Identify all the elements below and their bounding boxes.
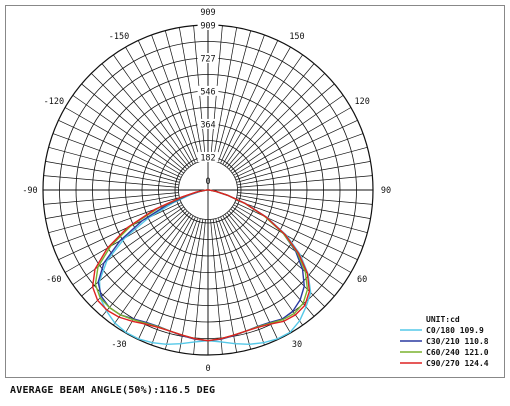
radial-tick-label: 727	[200, 55, 215, 65]
spoke-line	[113, 214, 192, 326]
spoke-line	[137, 40, 196, 163]
spoke-line	[227, 212, 315, 317]
spoke-line	[52, 133, 180, 181]
spoke-line	[236, 199, 364, 247]
radial-tick-label: 909	[200, 22, 215, 32]
radial-tick-label: 546	[200, 87, 215, 97]
spoke-line	[48, 197, 180, 234]
legend-label-2: C60/240 121.0	[426, 348, 489, 357]
polar-chart: 182 364 546 727 909 0 0 30 60 90 120 150 909 -150 -12…	[5, 5, 505, 378]
spoke-line	[237, 192, 373, 205]
legend-unit-label: UNIT:cd	[426, 315, 460, 324]
spoke-line	[72, 95, 184, 174]
radial-tick-labels: 182 364 546 727 909 0	[197, 20, 219, 187]
spoke-line	[233, 204, 352, 273]
spoke-line	[222, 215, 291, 334]
spoke-line	[237, 161, 371, 186]
spoke-line	[137, 217, 196, 340]
spoke-line	[220, 217, 279, 340]
chart-frame	[5, 5, 505, 378]
spoke-line	[164, 30, 201, 162]
legend: UNIT:cd C0/180 109.9 C30/210 110.8 C60/240 …	[400, 315, 489, 368]
angle-tick-label: 30	[292, 340, 302, 350]
spoke-line	[228, 73, 325, 170]
radial-label-bg	[197, 118, 219, 129]
spoke-line	[215, 30, 252, 162]
spoke-line	[151, 218, 199, 346]
spoke-line	[210, 219, 223, 355]
center-tick-label: 0	[205, 177, 210, 187]
angle-tick-label: 120	[354, 97, 369, 107]
angle-tick-labels: 0 30 60 90 120 150 909 -150 -120 -90 -60 -30	[22, 8, 391, 374]
spoke-line	[91, 73, 188, 170]
spoke-line	[230, 209, 335, 297]
angle-tick-label: 90	[381, 186, 391, 196]
spoke-line	[224, 214, 303, 326]
spoke-line	[236, 197, 368, 234]
spoke-line	[235, 202, 358, 261]
spoke-line	[113, 54, 192, 166]
spoke-line	[43, 175, 179, 188]
spoke-line	[193, 219, 206, 355]
spoke-line	[43, 192, 179, 205]
angle-tick-label: 0	[205, 364, 210, 374]
spoke-line	[179, 27, 204, 161]
angle-tick-label: 909	[200, 8, 215, 18]
intensity-curves	[91, 189, 312, 345]
spoke-line	[232, 95, 344, 174]
spoke-line	[212, 219, 237, 353]
spoke-line	[101, 63, 189, 168]
radial-tick-label: 182	[200, 153, 215, 163]
spoke-line	[64, 107, 183, 176]
legend-label-3: C90/270 124.4	[426, 359, 489, 368]
radial-label-bg	[197, 20, 219, 30]
spoke-line	[151, 34, 199, 162]
spoke-line	[179, 219, 204, 353]
legend-label-0: C0/180 109.9	[426, 326, 484, 335]
spoke-line	[72, 206, 184, 285]
spoke-line	[237, 194, 371, 219]
spoke-line	[58, 202, 181, 261]
spoke-line	[236, 146, 368, 183]
spoke-line	[164, 218, 201, 350]
spoke-line	[48, 146, 180, 183]
spoke-line	[224, 54, 303, 166]
angle-tick-label: -30	[111, 340, 126, 350]
spoke-line	[125, 215, 194, 334]
spoke-line	[217, 34, 265, 162]
angle-tick-label: -150	[109, 32, 129, 42]
spoke-line	[237, 175, 373, 188]
spoke-line	[227, 63, 315, 168]
spoke-line	[125, 46, 194, 165]
radial-label-bg	[197, 85, 219, 96]
beam-angle-caption: AVERAGE BEAM ANGLE(50%):116.5 DEG	[10, 385, 216, 396]
radial-label-bg	[197, 53, 219, 64]
spoke-line	[101, 212, 189, 317]
spoke-line	[81, 83, 186, 171]
spoke-line	[45, 161, 179, 186]
spoke-line	[91, 210, 188, 307]
spoke-line	[220, 40, 279, 163]
angle-tick-label: -120	[44, 97, 64, 107]
spoke-line	[45, 194, 179, 219]
series-curve-3	[91, 189, 311, 342]
radial-tick-label: 364	[200, 120, 215, 130]
angle-tick-label: -60	[46, 275, 61, 285]
spoke-line	[233, 107, 352, 176]
radial-label-bg	[197, 151, 219, 162]
angle-tick-label: 150	[289, 32, 304, 42]
spoke-line	[217, 218, 265, 346]
spoke-line	[236, 133, 364, 181]
spoke-line	[235, 119, 358, 178]
spoke-line	[232, 206, 344, 285]
legend-label-1: C30/210 110.8	[426, 337, 489, 346]
angle-tick-label: 60	[357, 275, 367, 285]
spoke-line	[215, 218, 252, 350]
spoke-line	[222, 46, 291, 165]
spoke-line	[230, 83, 335, 171]
spoke-line	[212, 27, 237, 161]
angle-tick-label: -90	[22, 186, 37, 196]
spoke-line	[58, 119, 181, 178]
